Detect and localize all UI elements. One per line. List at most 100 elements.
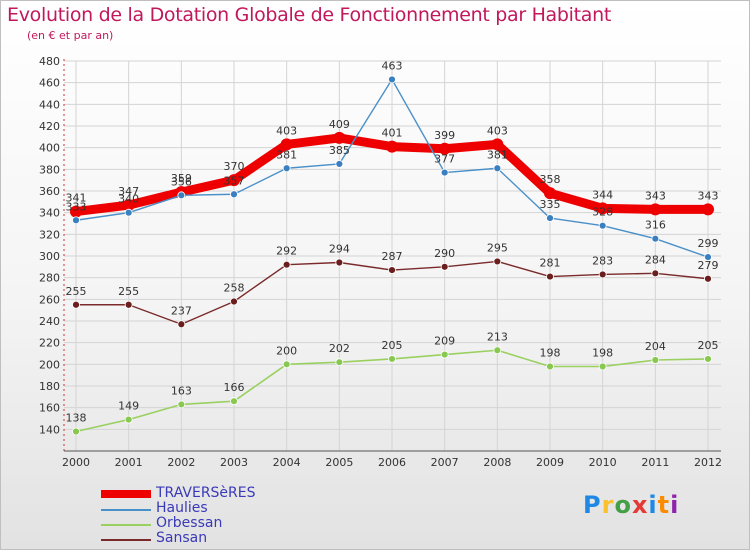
data-point [335,258,344,267]
logo-letter: x [631,491,649,519]
data-label: 163 [171,384,192,397]
data-point [544,187,556,200]
data-point [598,221,607,230]
data-point [493,164,502,173]
data-point [122,199,135,212]
legend-swatch [101,490,151,498]
data-point [438,142,451,155]
chart-title: Evolution de la Dotation Globale de Fonc… [7,4,612,26]
data-label: 290 [434,247,455,260]
data-label: 255 [118,285,139,298]
logo-letter: i [648,491,658,519]
data-label: 209 [434,335,455,348]
x-tick-label: 2009 [536,456,564,469]
data-label: 316 [645,219,666,232]
data-label: 204 [645,340,666,353]
data-label: 401 [382,127,403,140]
data-point [70,205,82,218]
legend-item-traverseres: TRAVERSèRES [101,485,301,502]
data-label: 281 [540,257,561,270]
data-point [230,297,238,306]
legend-label: TRAVERSèRES [156,485,256,501]
data-point [651,269,660,278]
x-tick-label: 2003 [220,456,248,469]
data-label: 358 [540,173,561,186]
y-tick-label: 460 [39,77,60,90]
y-tick-label: 180 [39,380,60,393]
data-label: 409 [329,118,350,131]
y-tick-label: 480 [39,55,60,68]
data-point [388,266,396,274]
chart-subtitle: (en € et par an) [27,29,114,42]
data-label: 237 [171,304,192,317]
data-label: 202 [329,342,350,355]
data-point [230,397,238,406]
data-point [598,270,607,279]
data-point [493,257,502,266]
legend-swatch [101,509,151,511]
data-point [702,203,714,216]
data-point [72,216,80,225]
data-label: 283 [592,254,613,267]
data-label: 403 [276,124,297,137]
y-tick-label: 220 [39,337,60,350]
y-tick-label: 260 [39,293,60,306]
proxiti-logo: Proxiti [583,491,679,519]
data-point [335,160,344,168]
data-point [649,203,662,216]
y-tick-label: 400 [39,142,60,155]
data-label: 463 [382,59,403,72]
y-tick-label: 420 [39,120,60,133]
data-label: 287 [382,250,403,263]
data-label: 333 [66,200,87,213]
y-tick-label: 440 [39,98,60,111]
data-label: 370 [224,160,245,173]
legend-swatch [101,524,151,526]
y-tick-label: 340 [39,207,60,220]
data-label: 200 [276,344,297,357]
data-point [598,362,607,371]
data-label: 377 [434,153,455,166]
data-label: 341 [66,192,87,205]
logo-letter: t [657,491,671,519]
x-tick-label: 2012 [694,456,722,469]
data-label: 213 [487,330,508,343]
y-tick-label: 300 [39,250,60,263]
data-point [280,138,293,151]
x-tick-label: 2006 [378,456,406,469]
data-point [546,214,554,222]
legend-item-sansan: Sansan [101,530,301,547]
data-point [124,300,133,309]
data-label: 292 [276,245,297,258]
data-point [491,138,504,151]
data-point [440,262,449,271]
x-tick-label: 2010 [589,456,617,469]
data-point [177,400,186,409]
legend-item-orbessan: Orbessan [101,515,301,532]
data-point [704,355,712,363]
data-point [386,140,398,153]
data-point [124,208,133,217]
logo-letter: r [601,491,615,519]
data-point [704,274,712,283]
data-label: 198 [592,347,613,360]
data-label: 255 [66,285,87,298]
data-label: 205 [382,339,403,352]
data-point [282,360,291,369]
data-label: 258 [224,282,245,295]
data-label: 335 [540,198,561,211]
data-point [282,164,291,173]
data-label: 381 [487,148,508,161]
logo-letter: o [614,491,632,519]
y-tick-label: 240 [39,315,60,328]
data-label: 284 [645,253,666,266]
data-point [440,350,449,359]
y-tick-label: 360 [39,185,60,198]
data-label: 356 [171,175,192,188]
data-label: 295 [487,241,508,254]
data-point [335,358,344,367]
data-point [72,300,80,309]
data-label: 149 [118,400,139,413]
data-label: 299 [698,237,719,250]
